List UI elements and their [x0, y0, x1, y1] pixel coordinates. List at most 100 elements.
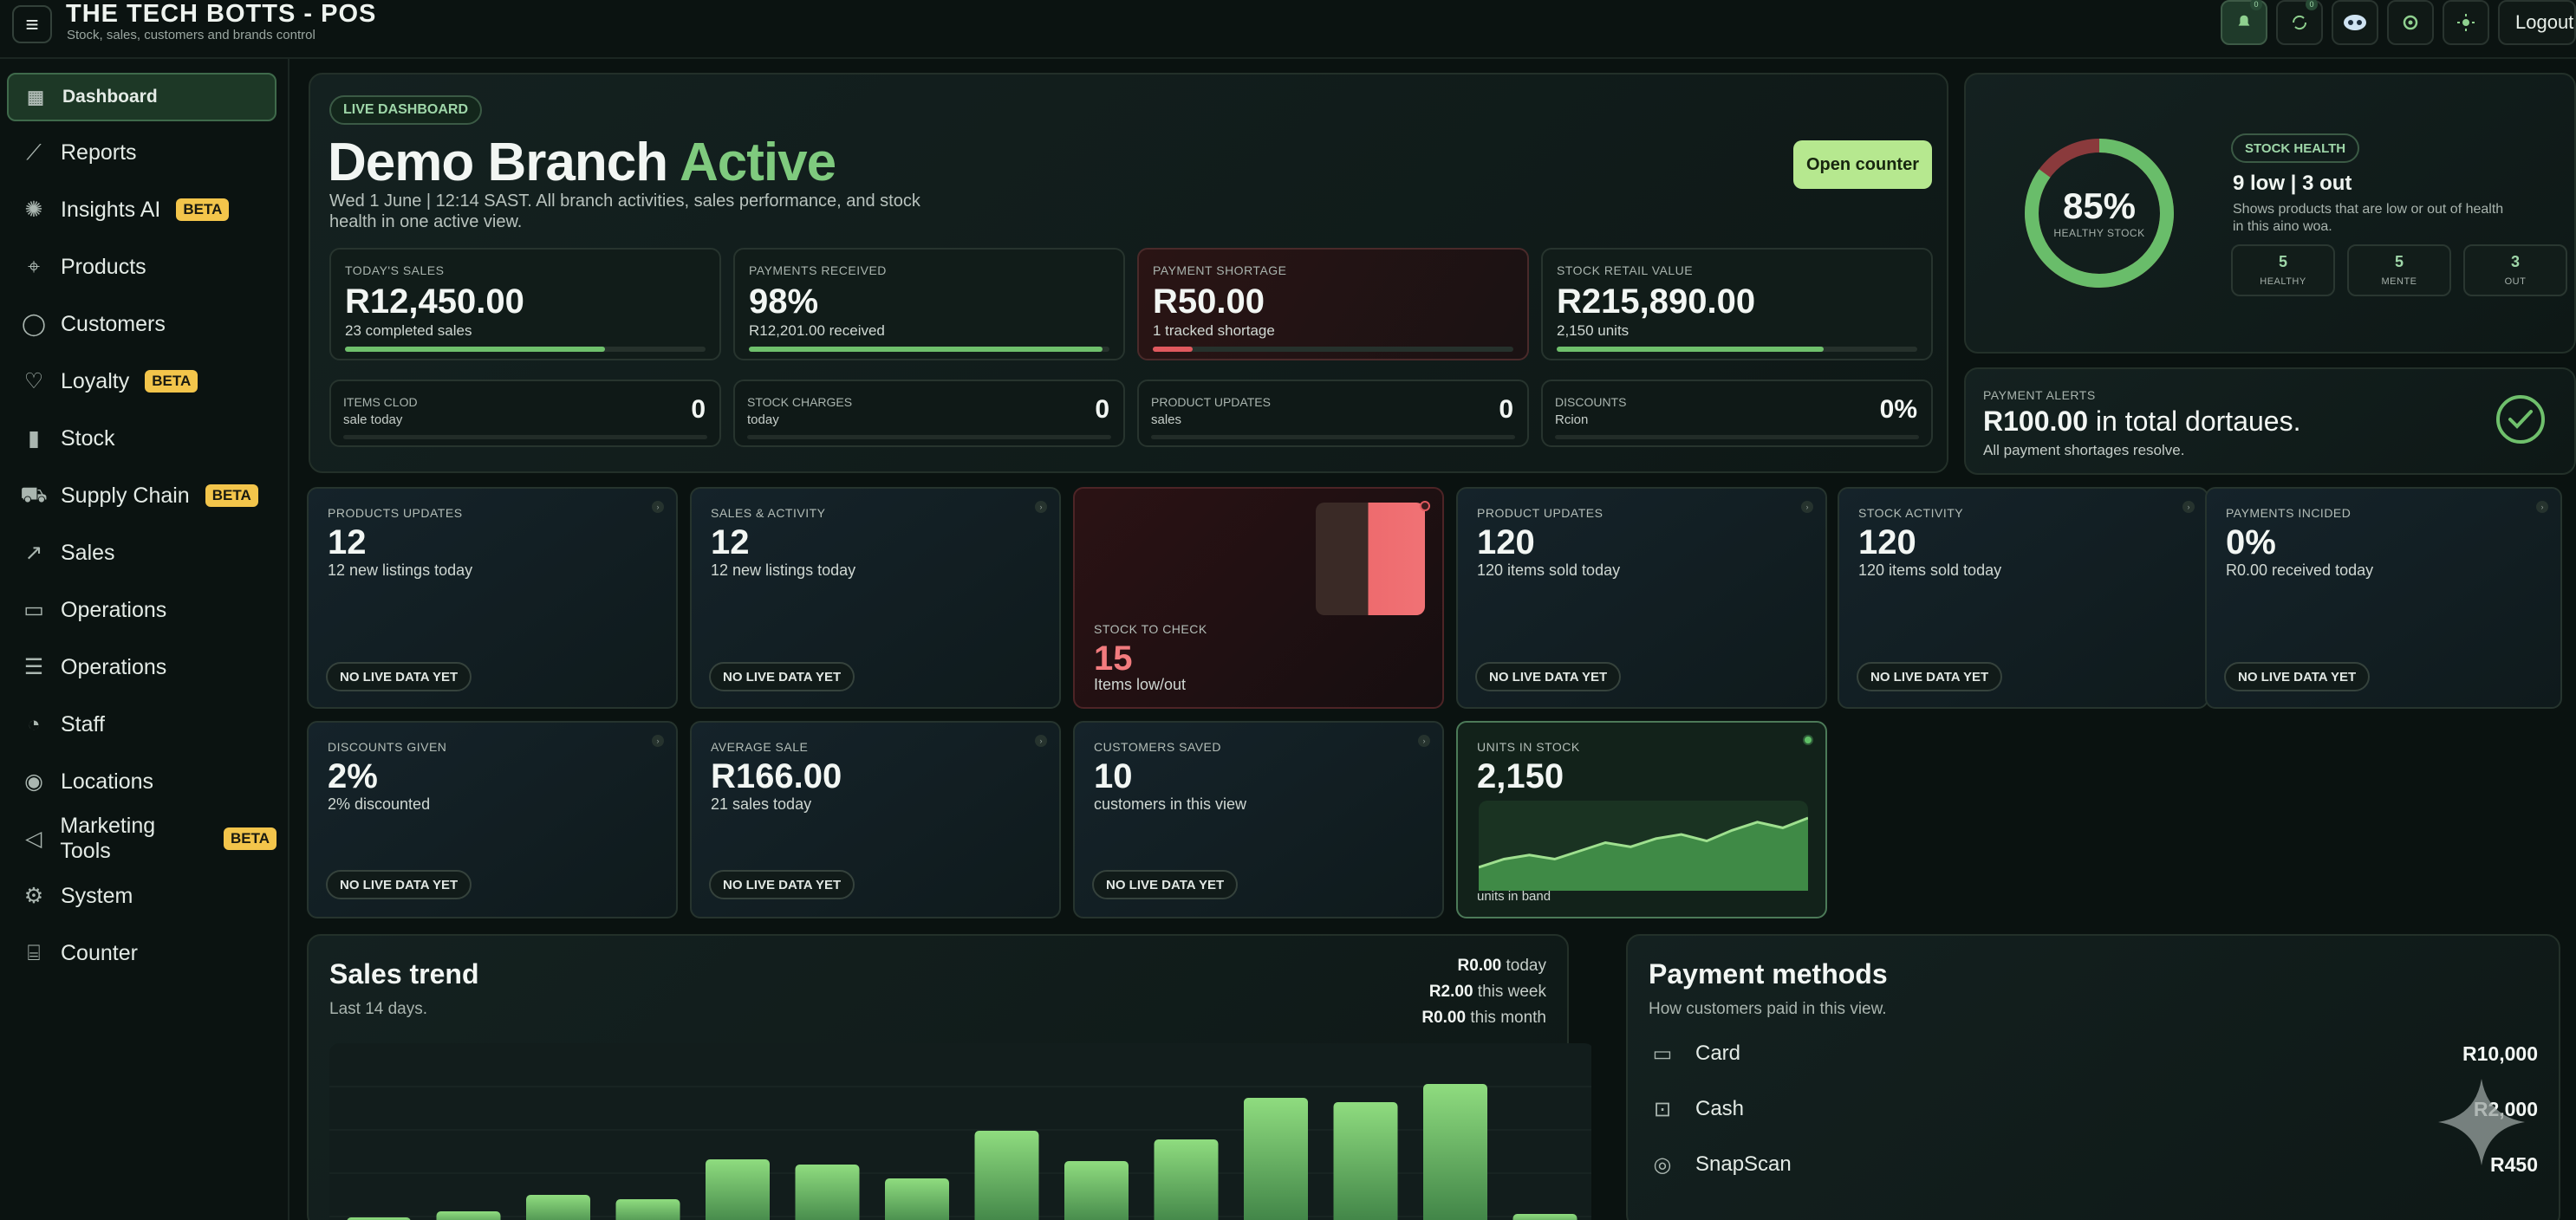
beta-badge: BETA	[145, 370, 198, 393]
stat-card[interactable]: PRODUCTS UPDATES 12 12 new listings today N…	[307, 487, 678, 709]
sidebar-item-dashboard[interactable]: ▦ Dashboard	[7, 73, 276, 121]
sales-trend-bar-6[interactable]	[795, 1165, 860, 1220]
payment-method-cash[interactable]: ⊡ Cash R2,000	[1649, 1092, 2538, 1126]
mini-stat-label: STOCK CHARGES	[747, 395, 853, 409]
alert-dot-icon	[1420, 501, 1430, 511]
sales-trend-bar-9[interactable]	[1064, 1161, 1129, 1220]
chevron-right-icon[interactable]: ›	[1035, 735, 1047, 747]
mini-stat-card[interactable]: DISCOUNTS Rcion 0%	[1541, 380, 1933, 447]
notification-button[interactable]: 0	[2221, 0, 2267, 45]
stat-card[interactable]: AVERAGE SALE R166.00 21 sales today NO LIVE…	[690, 721, 1061, 918]
logout-button[interactable]: Logout	[2498, 0, 2576, 45]
no-live-data-pill: NO LIVE DATA YET	[709, 870, 855, 899]
mini-stat-card[interactable]: STOCK CHARGES today 0	[733, 380, 1125, 447]
stock-health-panel: 85% HEALTHY STOCK STOCK HEALTH 9 low | 3…	[1964, 73, 2576, 354]
branch-status: Active	[680, 133, 836, 192]
stock-chip-mente[interactable]: 5 MENTE	[2347, 244, 2451, 296]
metric-card[interactable]: TODAY'S SALES R12,450.00 23 completed sale…	[329, 248, 721, 360]
sync-icon	[2292, 15, 2307, 30]
sales-trend-bar-14[interactable]	[1512, 1214, 1577, 1220]
metric-card[interactable]: STOCK RETAIL VALUE R215,890.00 2,150 units	[1541, 248, 1933, 360]
chevron-right-icon[interactable]: ›	[652, 735, 664, 747]
list-icon: ☰	[23, 655, 44, 679]
metric-progress-fill	[1557, 347, 1824, 352]
theme-button[interactable]	[2443, 0, 2489, 45]
sidebar-item-supply-chain[interactable]: ⛟ Supply Chain BETA	[7, 471, 276, 520]
menu-button[interactable]: ≡	[12, 5, 52, 43]
mini-stat-card[interactable]: ITEMS CLOD sale today 0	[329, 380, 721, 447]
trend-today: R0.00 today	[1457, 957, 1546, 975]
sidebar-item-loyalty[interactable]: ♡ Loyalty BETA	[7, 357, 276, 406]
chevron-right-icon[interactable]: ›	[1801, 501, 1813, 513]
stat-card[interactable]: STOCK TO CHECK 15 Items low/out	[1073, 487, 1444, 709]
sidebar-item-staff[interactable]: ◔ Staff	[7, 700, 276, 749]
chevron-right-icon[interactable]: ›	[1418, 735, 1430, 747]
stock-chip-healthy[interactable]: 5 HEALTHY	[2231, 244, 2335, 296]
stat-card-label: STOCK ACTIVITY	[1858, 506, 1964, 520]
sidebar-item-customers[interactable]: ◯ Customers	[7, 300, 276, 348]
mini-stat-sub: sale today	[343, 412, 403, 427]
sidebar-item-insights-ai[interactable]: ✺ Insights AI BETA	[7, 185, 276, 234]
stat-card[interactable]: STOCK ACTIVITY 120 120 items sold today NO …	[1838, 487, 2208, 709]
sales-trend-bar-11[interactable]	[1244, 1098, 1308, 1220]
chevron-right-icon[interactable]: ›	[2536, 501, 2548, 513]
sidebar-item-operations[interactable]: ☰ Operations	[7, 643, 276, 691]
sales-trend-bar-5[interactable]	[706, 1159, 770, 1220]
mini-stat-card[interactable]: PRODUCT UPDATES sales 0	[1137, 380, 1529, 447]
stat-card[interactable]: DISCOUNTS GIVEN 2% 2% discounted NO LIVE DA…	[307, 721, 678, 918]
chevron-right-icon[interactable]: ›	[652, 501, 664, 513]
payment-method-snapscan[interactable]: ◎ SnapScan R450	[1649, 1147, 2538, 1182]
hero-description: Wed 1 June | 12:14 SAST. All branch acti…	[329, 191, 920, 231]
payment-method-value: R10,000	[2462, 1042, 2538, 1065]
settings-button[interactable]	[2387, 0, 2434, 45]
sync-badge: 0	[2306, 0, 2318, 10]
open-counter-button[interactable]: Open counter	[1793, 140, 1932, 189]
sidebar-item-reports[interactable]: ⟋ Reports	[7, 128, 276, 177]
no-live-data-pill: NO LIVE DATA YET	[1092, 870, 1239, 899]
sidebar-item-locations[interactable]: ◉ Locations	[7, 757, 276, 806]
stat-card[interactable]: PAYMENTS INCIDED 0% R0.00 received today NO…	[2205, 487, 2562, 709]
payment-method-card[interactable]: ▭ Card R10,000	[1649, 1036, 2538, 1071]
stat-card[interactable]: PRODUCT UPDATES 120 120 items sold today NO…	[1456, 487, 1827, 709]
sales-trend-bar-3[interactable]	[526, 1195, 590, 1220]
metric-card[interactable]: PAYMENT SHORTAGE R50.00 1 tracked shortage	[1137, 248, 1529, 360]
stock-chip-out[interactable]: 3 OUT	[2463, 244, 2567, 296]
stat-card-sub: 120 items sold today	[1477, 561, 1621, 579]
sales-trend-bar-13[interactable]	[1423, 1084, 1487, 1220]
sales-trend-bar-1[interactable]	[347, 1217, 411, 1220]
sales-trend-bar-8[interactable]	[974, 1131, 1039, 1220]
sales-trend-bar-2[interactable]	[436, 1211, 501, 1220]
sidebar-item-stock[interactable]: ▮ Stock	[7, 414, 276, 463]
sidebar-item-products[interactable]: ⌖ Products	[7, 243, 276, 291]
chevron-right-icon[interactable]: ›	[2182, 501, 2195, 513]
sidebar-item-sales[interactable]: ↗ Sales	[7, 529, 276, 577]
payment-methods-title: Payment methods	[1649, 958, 1888, 990]
stat-card[interactable]: CUSTOMERS SAVED 10 customers in this view N…	[1073, 721, 1444, 918]
metric-label: PAYMENTS RECEIVED	[749, 263, 887, 277]
user-icon: ◯	[22, 312, 46, 336]
sales-trend-bar-10[interactable]	[1154, 1139, 1219, 1220]
sidebar-item-operations[interactable]: ▭ Operations	[7, 586, 276, 634]
sales-trend-bar-4[interactable]	[615, 1199, 680, 1220]
stat-card[interactable]: UNITS IN STOCK 2,150 units in band	[1456, 721, 1827, 918]
stock-health-description: Shows products that are low or out of he…	[2233, 202, 2504, 234]
sidebar-item-label: Operations	[61, 597, 167, 622]
stat-card[interactable]: SALES & ACTIVITY 12 12 new listings today N…	[690, 487, 1061, 709]
sidebar-item-label: Locations	[61, 769, 154, 794]
sidebar-item-marketing-tools[interactable]: ◁ Marketing Tools BETA	[7, 814, 276, 863]
stat-card-sub: 21 sales today	[711, 795, 812, 813]
metric-card[interactable]: PAYMENTS RECEIVED 98% R12,201.00 received	[733, 248, 1125, 360]
sales-trend-bar-7[interactable]	[885, 1178, 949, 1220]
sales-trend-panel: Sales trend Last 14 days. R0.00 today R2…	[307, 934, 1591, 1220]
sparkle-icon	[2438, 1079, 2525, 1165]
display-button[interactable]	[2332, 0, 2378, 45]
sync-button[interactable]: 0	[2276, 0, 2323, 45]
sales-trend-bar-12[interactable]	[1333, 1102, 1398, 1220]
sidebar-item-system[interactable]: ⚙ System	[7, 872, 276, 920]
sidebar-item-counter[interactable]: ⌸ Counter	[7, 929, 276, 977]
sidebar-item-label: Loyalty	[61, 368, 130, 393]
hamburger-icon: ≡	[25, 10, 39, 37]
stock-chip-label: HEALTHY	[2260, 276, 2306, 287]
sales-trend-title: Sales trend	[329, 958, 479, 990]
chevron-right-icon[interactable]: ›	[1035, 501, 1047, 513]
